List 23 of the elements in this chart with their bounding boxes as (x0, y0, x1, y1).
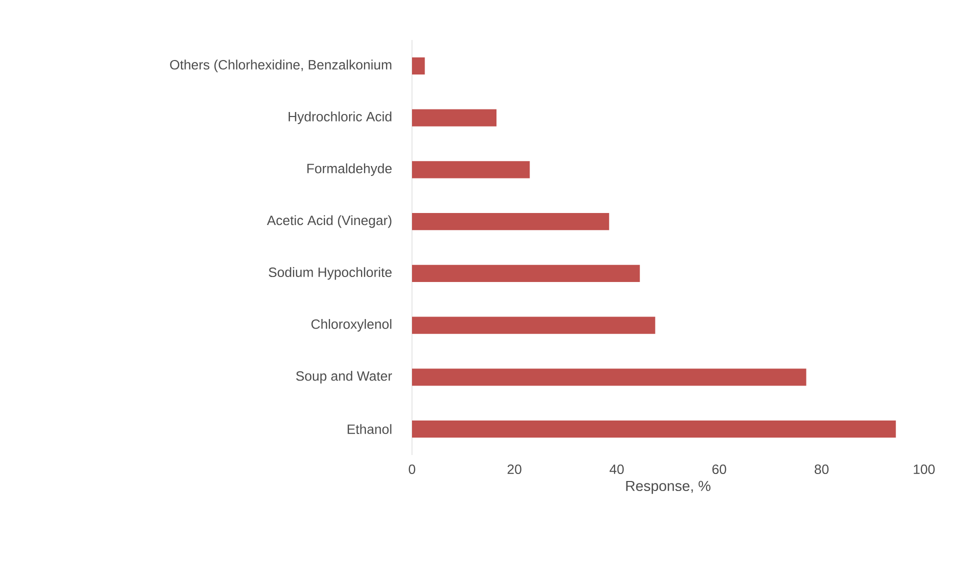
bar (412, 368, 806, 386)
y-tick-label: Hydrochloric Acid (288, 112, 392, 124)
x-tick-label: 80 (814, 464, 829, 474)
x-axis-title: Response, % (626, 480, 710, 494)
bar (412, 109, 496, 126)
bar (412, 420, 896, 438)
x-tick-label: 40 (610, 464, 624, 474)
bar (412, 161, 530, 178)
x-tick-label: 100 (914, 464, 935, 474)
y-tick-label: Sodium Hypochlorite (268, 267, 392, 280)
y-tick-label: Chloroxylenol (311, 319, 392, 332)
x-tick-label: 20 (508, 464, 522, 474)
bar (412, 57, 425, 74)
bar (412, 213, 610, 230)
x-tick-label: 60 (712, 464, 726, 474)
bar (412, 316, 656, 334)
y-tick-label: Acetic Acid (Vinegar) (266, 215, 392, 228)
bar (412, 264, 640, 282)
y-tick-label: Others (Chlorhexidine, Benzalkonium (170, 60, 392, 72)
x-tick-label: 0 (408, 464, 416, 474)
y-tick-label: Ethanol (348, 424, 392, 434)
y-tick-label: Soup and Water (296, 370, 392, 384)
y-tick-label: Formaldehyde (307, 163, 392, 176)
